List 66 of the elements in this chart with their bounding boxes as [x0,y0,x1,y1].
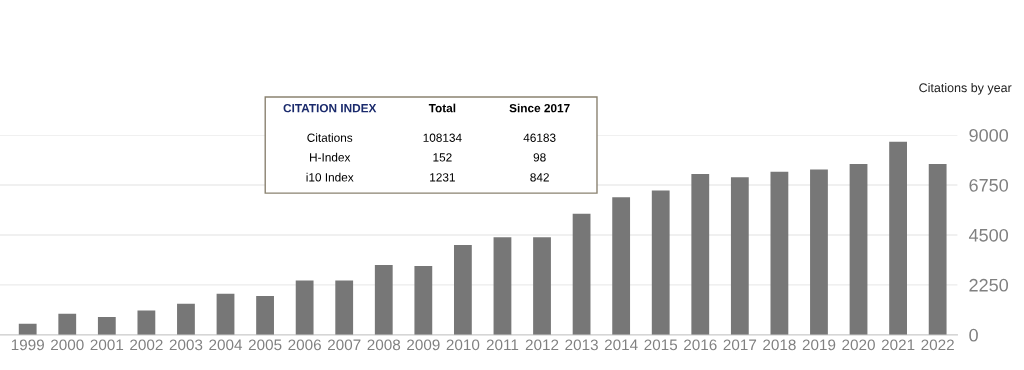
bar [335,280,354,335]
bar [414,266,433,335]
x-tick-label: 2020 [842,339,875,351]
x-tick-label: 2013 [565,339,598,351]
annotation: H-Index [310,152,351,162]
x-tick-label: 2017 [723,339,757,351]
x-tick-label: 2016 [684,339,717,351]
x-tick-label: 2010 [446,339,480,351]
bar [928,163,947,335]
x-tick-label: 2007 [327,339,361,351]
x-tick-label: 2008 [367,339,401,351]
x-tick-label: 2022 [921,339,954,351]
x-tick-label: 2011 [486,339,519,351]
bar [651,190,670,335]
annotation: i10 Index [306,172,354,182]
bar [177,303,195,335]
text: CITATION INDEX [283,103,377,113]
x-tick-label: 2004 [209,339,243,351]
bar [572,213,591,335]
x-tick-label: 2002 [130,339,163,351]
bar [97,317,116,335]
bar [770,171,789,335]
annotation: 98 [533,153,546,162]
y-tick-label: 0 [969,328,978,342]
x-tick-label: 2005 [248,339,282,351]
x-tick-label: 2015 [644,339,678,351]
y-tick-label: 4500 [968,228,1009,242]
bar [691,173,710,335]
text: Since 2017 [509,103,570,113]
x-tick-label: 1999 [11,339,44,351]
y-tick-label: 2250 [969,278,1009,292]
annotation: Citations [307,133,353,142]
y-tick-label: 6750 [969,178,1009,192]
x-tick-label: 2000 [51,339,84,351]
bar [533,237,551,335]
bar [256,296,274,335]
x-tick-label: 2003 [169,339,203,351]
x-tick-label: 2018 [763,339,796,351]
bar [18,323,37,335]
bar [295,280,314,335]
annotation: 108134 [423,133,462,142]
y-tick-label: 9000 [969,128,1009,142]
x-tick-label: 2001 [90,339,124,351]
annotation: 152 [433,153,452,162]
bar [453,244,472,335]
bar [889,141,907,335]
bar [849,163,868,335]
bar [493,237,512,335]
bar [58,313,77,335]
x-tick-label: 2009 [407,339,440,351]
bar [216,293,235,335]
annotation: 842 [530,173,549,182]
bar [612,197,631,335]
annotation: 46183 [523,133,556,142]
text: Total [428,103,456,113]
x-tick-label: 2012 [525,339,559,351]
bar [137,310,156,335]
bar [810,169,828,335]
x-tick-label: 2014 [604,339,638,351]
bar [374,264,393,335]
x-tick-label: 2021 [881,339,915,351]
bar [730,177,749,335]
x-tick-label: 2019 [802,339,836,351]
annotation: 1231 [430,173,455,182]
y-axis-title: Citations by year [919,82,1012,95]
x-tick-label: 2006 [288,339,321,351]
